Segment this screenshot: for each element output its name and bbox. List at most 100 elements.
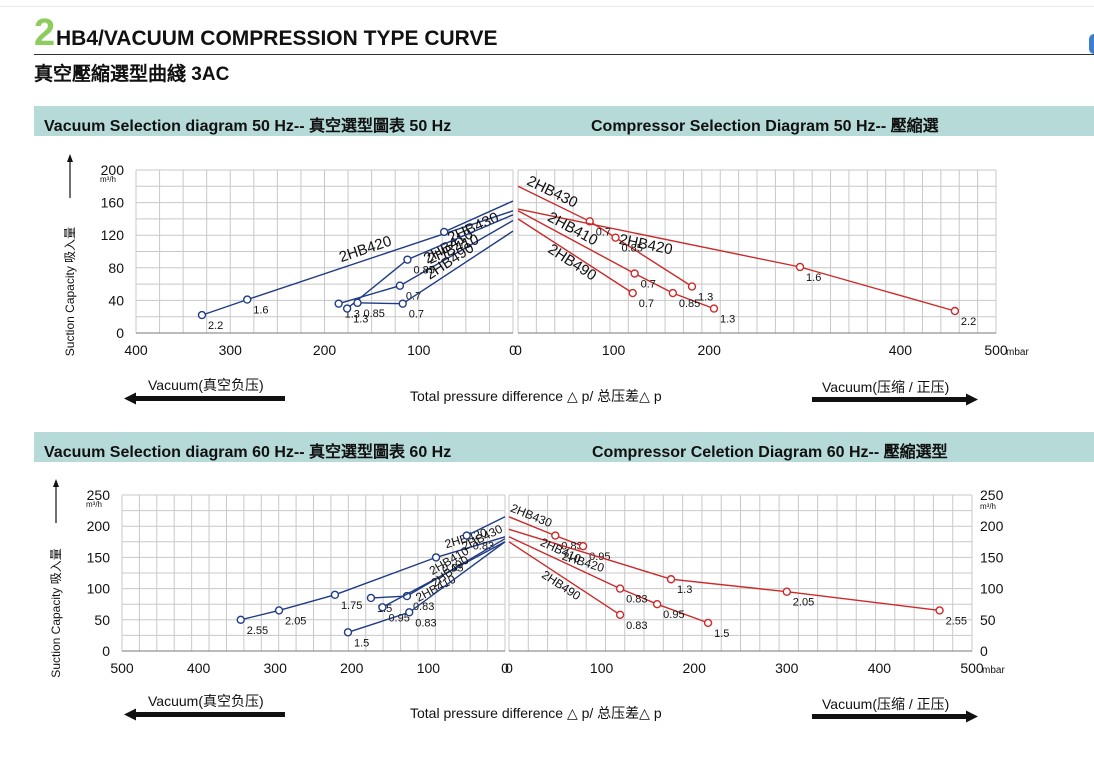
- data-point: [628, 288, 637, 298]
- data-point-label: 2.05: [793, 597, 814, 609]
- grid-panel-4: [508, 494, 973, 652]
- x-tick-label: 200: [698, 342, 722, 358]
- data-point-label: 0.85: [363, 308, 384, 320]
- data-point: [274, 606, 284, 615]
- y-axis-label: Suction Capacity 吸入量: [49, 548, 63, 677]
- x-tick-label: 200: [313, 342, 337, 358]
- vacuum-arrowhead-50hz: [124, 392, 136, 405]
- x-tick-label: 100: [407, 342, 431, 358]
- compress-arrowhead-50hz: [966, 393, 978, 406]
- y-tick-label-right: 150: [980, 549, 1004, 565]
- page-subtitle: 真空壓縮選型曲綫 3AC: [34, 64, 230, 85]
- x-tick-label: 400: [889, 342, 913, 358]
- series-name-label: 2HB420: [337, 233, 394, 266]
- top-divider: [0, 6, 1094, 7]
- data-point: [615, 610, 625, 620]
- data-point: [630, 269, 639, 278]
- data-point-label: 0.83: [626, 620, 647, 632]
- y-axis-arrowhead: [67, 154, 73, 162]
- x-tick-label: 0: [501, 660, 509, 676]
- data-point: [197, 310, 207, 320]
- compress-arrow-60hz: [812, 714, 966, 719]
- y-tick-label: 200: [87, 518, 111, 534]
- data-point-label: 1.5: [714, 628, 729, 640]
- compress-caption-60hz: Vacuum(压缩 / 正压): [822, 696, 950, 712]
- series-line-2hb490: [517, 218, 634, 294]
- data-point: [395, 281, 405, 290]
- data-point-label: 0.85: [622, 243, 643, 255]
- data-point: [243, 295, 252, 304]
- y-unit-label: m³/h: [86, 500, 102, 509]
- data-point: [687, 282, 697, 291]
- data-point-label: 0.83: [561, 541, 582, 553]
- vacuum-arrowhead-60hz: [124, 708, 136, 721]
- series-line-2hb490: [508, 541, 621, 616]
- data-point: [668, 288, 678, 298]
- data-point-label: 1.6: [806, 272, 821, 284]
- data-point-label: 1.3: [353, 314, 368, 326]
- data-point-label: 2.2: [961, 316, 976, 328]
- data-point: [343, 628, 353, 637]
- y-tick-label: 120: [101, 227, 125, 243]
- x-tick-label: 200: [340, 660, 364, 676]
- x-tick-label: 400: [187, 660, 211, 676]
- vacuum-arrow-50hz: [131, 396, 285, 401]
- data-point-label: 0.7: [641, 279, 656, 291]
- x-tick-label: 0: [509, 342, 517, 358]
- band-title-vacuum-60hz: Vacuum Selection diagram 60 Hz-- 真空選型圖表 …: [44, 444, 452, 461]
- y-tick-label: 160: [101, 195, 125, 211]
- data-point-label: 0.83: [626, 594, 647, 606]
- grid-panel-2: [517, 169, 997, 334]
- data-point: [439, 227, 449, 237]
- data-point-label: 2.55: [946, 615, 967, 627]
- data-point: [615, 584, 625, 593]
- data-point: [398, 299, 407, 308]
- series-name-label: 2HB430: [524, 172, 580, 211]
- data-point-label: 0.7: [409, 309, 424, 321]
- data-point-label: 1.6: [253, 305, 268, 317]
- series-line-2hb410: [382, 541, 506, 608]
- y-tick-label: 0: [102, 643, 110, 659]
- x-tick-label: 500: [960, 660, 984, 676]
- compress-arrow-50hz: [812, 397, 966, 402]
- xlabel-50hz: Total pressure difference △ p/ 总压差△ p: [410, 388, 662, 404]
- data-point: [366, 593, 376, 603]
- data-point: [703, 618, 713, 628]
- y-tick-label: 150: [87, 549, 111, 565]
- series-line-2hb430: [443, 200, 514, 233]
- data-point-label: 0.85: [413, 265, 434, 277]
- data-point: [330, 590, 340, 600]
- data-point: [334, 299, 343, 308]
- grid-panel-3: [121, 494, 506, 652]
- band-title-vacuum-50hz: Vacuum Selection diagram 50 Hz-- 真空選型圖表 …: [44, 118, 452, 135]
- y-tick-label-right: 50: [980, 612, 996, 628]
- data-point: [795, 262, 805, 272]
- y-tick-label-right: 200: [980, 518, 1004, 534]
- data-point-label: 2.05: [285, 615, 306, 627]
- data-point-label: 2.2: [208, 320, 223, 332]
- section-number: 2: [34, 12, 55, 54]
- section-band-50hz: Vacuum Selection diagram 50 Hz-- 真空選型圖表 …: [34, 106, 1094, 136]
- title-underline: [34, 54, 1094, 55]
- y-tick-label: 80: [108, 260, 124, 276]
- y-tick-label: 100: [87, 581, 111, 597]
- x-tick-label: 100: [590, 660, 614, 676]
- data-point: [652, 600, 662, 609]
- vacuum-caption-50hz: Vacuum(真空负压): [148, 377, 264, 393]
- series-line-2hb410: [517, 210, 715, 310]
- x-unit-label: mbar: [1006, 347, 1029, 358]
- data-point: [405, 608, 414, 617]
- y-unit-label: m³/h: [100, 175, 116, 184]
- data-point: [611, 233, 620, 242]
- data-point-label: 0.83: [413, 601, 434, 613]
- data-point-label: 0.7: [596, 226, 611, 238]
- data-point-label: 1.75: [341, 600, 362, 612]
- data-point: [342, 304, 352, 313]
- data-point: [462, 531, 471, 540]
- data-point: [935, 606, 944, 615]
- data-point: [378, 603, 387, 612]
- series-line-2hb420: [508, 528, 940, 612]
- data-point-label: 0.7: [639, 298, 654, 310]
- x-tick-label: 0: [505, 660, 513, 676]
